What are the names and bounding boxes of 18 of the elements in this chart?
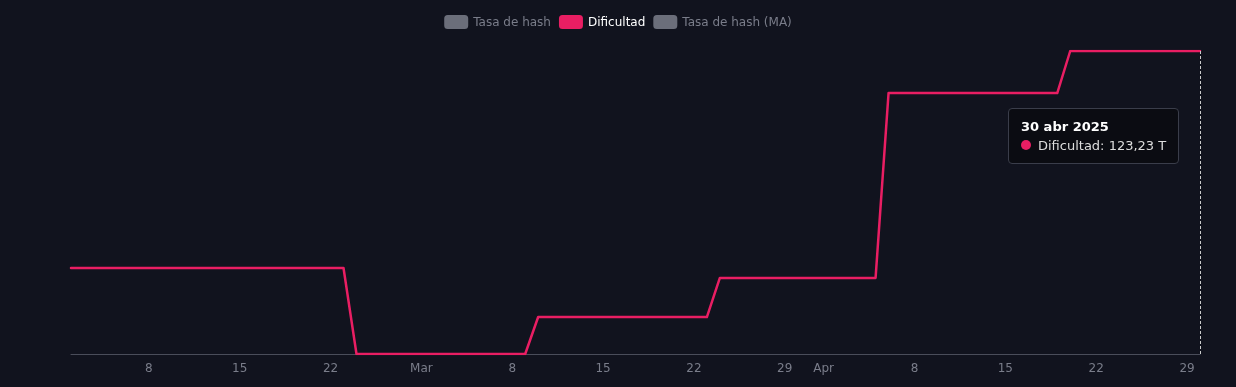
x-tick-label: 15 [232, 361, 248, 375]
legend-label: Dificultad [587, 15, 646, 29]
x-tick-label: 22 [322, 361, 339, 375]
annotation: Dificultad: 123,23 T [1038, 138, 1167, 153]
x-tick-label: 15 [595, 361, 611, 375]
x-tick-label: 22 [1088, 361, 1104, 375]
x-tick-label: 15 [997, 361, 1013, 375]
x-tick-label: 8 [910, 361, 919, 375]
x-tick-label: 22 [686, 361, 702, 375]
legend-label: Tasa de hash [472, 15, 551, 29]
annotation: 30 abr 2025 [1021, 119, 1110, 134]
x-tick-label: 8 [145, 361, 153, 375]
legend-label: Tasa de hash (MA) [681, 15, 792, 29]
x-tick-label: Mar [410, 361, 433, 375]
x-tick-label: Apr [813, 361, 835, 375]
x-tick-label: 29 [777, 361, 793, 375]
x-tick-label: 29 [1179, 361, 1195, 375]
x-tick-label: 8 [508, 361, 517, 375]
